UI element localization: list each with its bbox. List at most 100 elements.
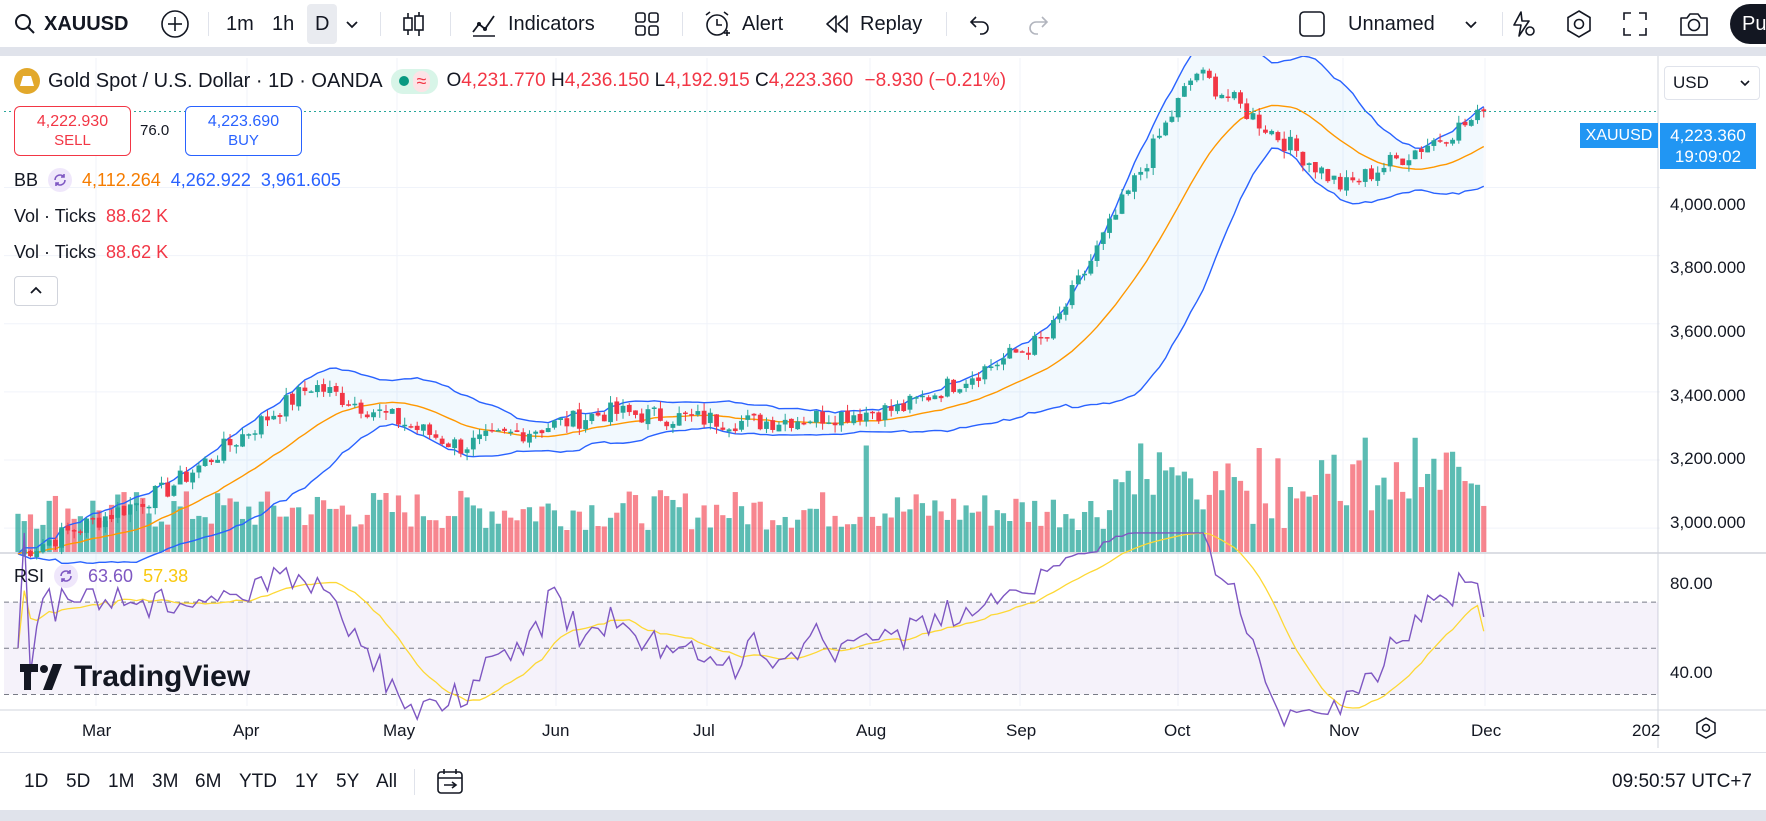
candle-body: [1125, 190, 1131, 195]
gold-symbol-icon: [14, 68, 40, 94]
range-1d[interactable]: 1D: [24, 771, 49, 792]
volume-bar: [121, 492, 127, 552]
candle-body: [539, 430, 545, 434]
ohlc-values: O4,231.770 H4,236.150 L4,192.915 C4,223.…: [446, 70, 1007, 91]
volume-bar: [689, 529, 695, 552]
volume-legend-2[interactable]: Vol · Ticks 88.62 K: [14, 242, 168, 263]
candle-body: [658, 408, 663, 421]
candle-body: [1094, 245, 1100, 261]
tradingview-logo[interactable]: TradingView: [20, 660, 250, 694]
volume-bar: [433, 520, 439, 552]
volume-bar: [888, 517, 894, 552]
settings-button[interactable]: [1564, 0, 1594, 48]
clock-timezone[interactable]: 09:50:57 UTC+7: [1612, 771, 1752, 792]
go-to-date-button[interactable]: [436, 753, 466, 811]
range-ytd[interactable]: YTD: [239, 771, 277, 792]
interval-1h[interactable]: 1h: [272, 12, 295, 35]
layout-name-menu[interactable]: Unnamed: [1348, 0, 1479, 48]
fullscreen-button[interactable]: [1622, 0, 1648, 48]
redo-button[interactable]: [1026, 0, 1050, 48]
candle-body: [951, 379, 956, 392]
rsi-legend[interactable]: RSI 63.60 57.38: [14, 564, 188, 588]
candle-body: [926, 397, 932, 401]
candle-body: [140, 503, 146, 507]
candle-body: [508, 431, 514, 434]
volume-bar: [508, 517, 514, 552]
candle-body: [1200, 69, 1206, 74]
sell-button[interactable]: 4,222.930 SELL: [14, 106, 131, 156]
snapshot-button[interactable]: [1678, 0, 1710, 48]
candle-body: [564, 418, 570, 427]
compare-button[interactable]: [160, 0, 190, 48]
scale-settings-button[interactable]: [1694, 716, 1718, 745]
candle-body: [813, 410, 819, 423]
volume-bar: [339, 505, 345, 552]
candle-body: [1144, 168, 1150, 172]
candle-body: [146, 506, 152, 509]
volume-bar: [202, 517, 208, 552]
chart-canvas[interactable]: [0, 56, 1766, 752]
indicators-button[interactable]: Indicators: [470, 0, 595, 48]
collapse-legend-button[interactable]: [14, 276, 58, 306]
range-1y[interactable]: 1Y: [295, 771, 319, 792]
volume-bar: [994, 510, 1000, 552]
market-status-badge[interactable]: ≈: [390, 68, 439, 94]
volume-bar: [115, 494, 121, 552]
chart-type-button[interactable]: [400, 0, 426, 48]
range-all[interactable]: All: [376, 771, 398, 792]
volume-bar: [383, 493, 389, 552]
volume-bar: [239, 518, 246, 552]
templates-button[interactable]: [634, 0, 660, 48]
layout-checkbox[interactable]: [1298, 0, 1326, 48]
range-3m[interactable]: 3M: [152, 771, 179, 792]
symbol-search[interactable]: XAUUSD: [14, 0, 128, 48]
candle-body: [1206, 70, 1212, 78]
publish-button[interactable]: Pu: [1730, 4, 1766, 44]
candle-body: [957, 389, 963, 393]
volume-bar: [1119, 482, 1125, 552]
volume-legend-1[interactable]: Vol · Ticks 88.62 K: [14, 206, 168, 227]
volume-bar: [1156, 452, 1163, 552]
candle-body: [489, 429, 495, 432]
quick-search-button[interactable]: [1508, 0, 1538, 48]
range-6m[interactable]: 6M: [195, 771, 222, 792]
bb-basis-value: 4,112.264: [82, 169, 161, 190]
range-5y[interactable]: 5Y: [336, 771, 360, 792]
chevron-down-icon: [1740, 80, 1750, 87]
alert-button[interactable]: Alert: [702, 0, 783, 48]
volume-bar: [614, 512, 620, 552]
candle-body: [134, 503, 139, 506]
range-1m[interactable]: 1M: [108, 771, 135, 792]
volume-bar: [620, 503, 626, 552]
volume-bar: [158, 521, 165, 552]
lightning-search-icon: [1513, 11, 1535, 37]
interval-d[interactable]: D: [307, 4, 338, 44]
candle-body: [1181, 86, 1187, 97]
volume-bar: [1331, 454, 1337, 552]
volume-bar: [1007, 521, 1013, 552]
volume-bar: [533, 521, 539, 552]
volume-bar: [950, 498, 957, 552]
range-5d[interactable]: 5D: [66, 771, 91, 792]
volume-bar: [545, 503, 551, 552]
volume-bar: [470, 505, 476, 552]
interval-dropdown[interactable]: [344, 0, 360, 48]
replay-button[interactable]: Replay: [824, 0, 922, 48]
candle-body: [159, 482, 164, 485]
candle-body: [1032, 335, 1038, 355]
symbol-title[interactable]: Gold Spot / U.S. Dollar · 1D · OANDA: [48, 69, 383, 92]
interval-1m[interactable]: 1m: [226, 12, 254, 35]
volume-bar: [1456, 466, 1462, 552]
candle-body: [1057, 313, 1063, 320]
volume-bar: [90, 500, 96, 552]
undo-button[interactable]: [968, 0, 992, 48]
bb-legend[interactable]: BB 4,112.264 4,262.922 3,961.605: [14, 168, 341, 192]
candle-body: [645, 409, 651, 425]
volume-bar: [751, 502, 757, 552]
buy-button[interactable]: 4,223.690 BUY: [185, 106, 302, 156]
search-icon: [15, 14, 35, 34]
currency-select[interactable]: USD: [1664, 66, 1760, 100]
bottom-toolbar: 1D 5D 1M 3M 6M YTD 1Y 5Y All 09:50:57 UT…: [0, 752, 1766, 810]
candle-body: [820, 411, 826, 424]
candle-body: [826, 422, 832, 424]
